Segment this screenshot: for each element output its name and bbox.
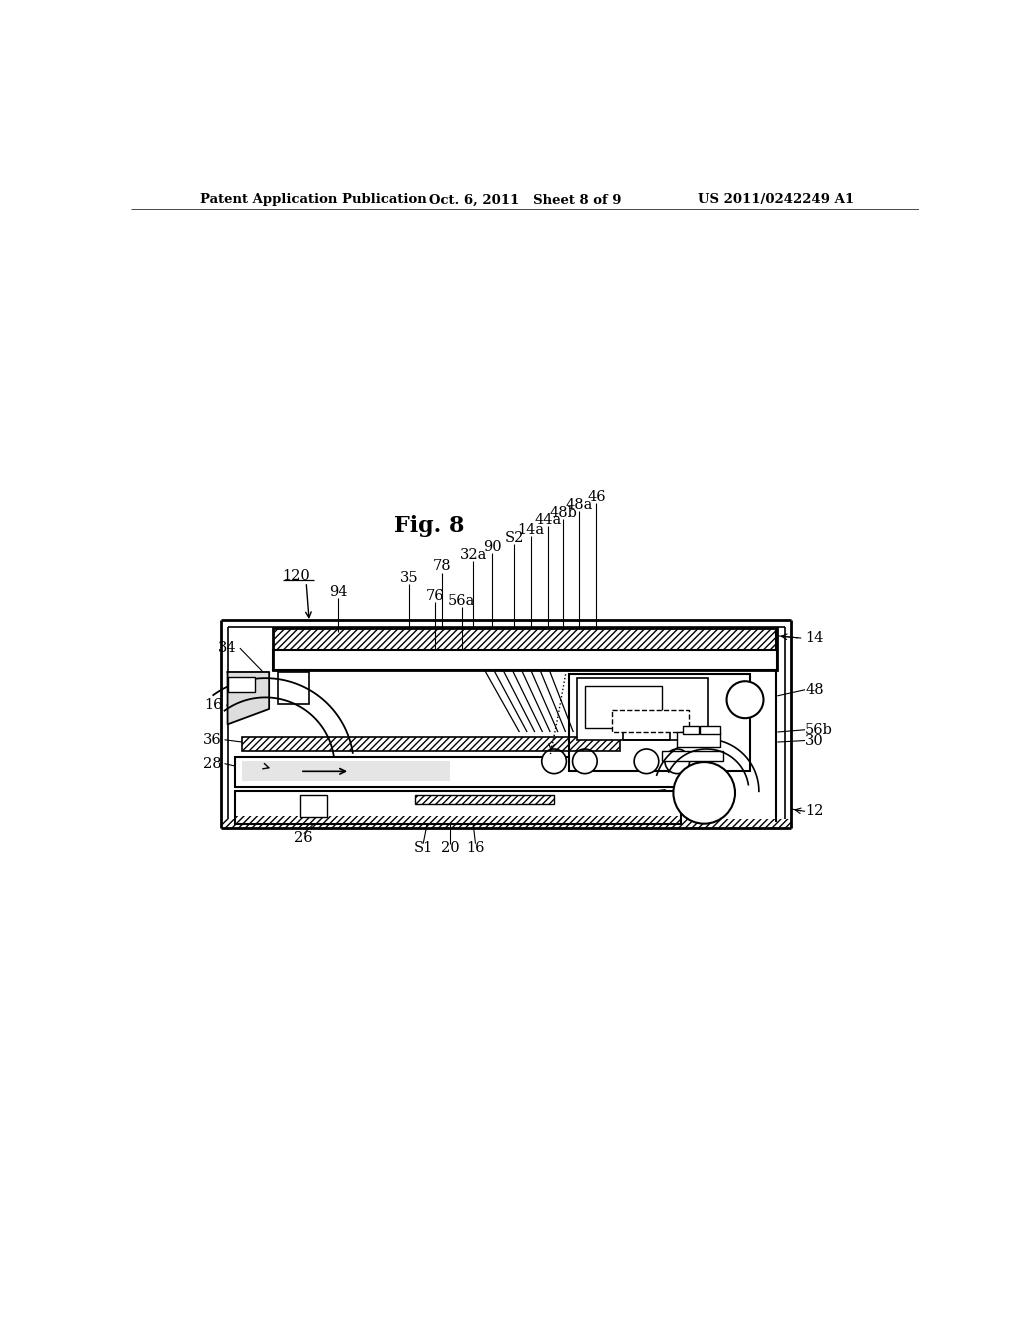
Bar [227,677,255,692]
Bar [273,649,777,671]
Text: 35: 35 [400,572,419,585]
Text: 32a: 32a [460,548,486,562]
Text: 56a: 56a [447,594,475,609]
Bar [700,726,720,734]
Bar [234,816,681,824]
Text: 48a: 48a [565,498,593,512]
Text: 76: 76 [425,589,444,603]
Text: 34: 34 [218,642,237,655]
Bar [662,751,724,760]
Text: 16: 16 [205,698,223,711]
Circle shape [634,748,658,774]
Text: 56b: 56b [805,723,833,737]
Text: 12: 12 [805,804,823,818]
Bar [578,678,708,739]
Bar [569,675,751,771]
Text: 120: 120 [283,569,310,582]
Bar [243,738,620,751]
Text: 14a: 14a [517,523,545,536]
Circle shape [727,681,764,718]
Text: 90: 90 [483,540,502,554]
Circle shape [674,762,735,824]
Text: 14: 14 [805,631,823,645]
Text: 44a: 44a [535,513,561,527]
Text: US 2011/0242249 A1: US 2011/0242249 A1 [698,194,854,206]
Text: 26: 26 [295,830,313,845]
Text: Fig. 8: Fig. 8 [394,516,465,537]
Bar [416,795,554,804]
Circle shape [572,748,597,774]
Bar [234,792,681,824]
Text: 48b: 48b [549,506,578,520]
Polygon shape [227,672,269,725]
Text: 78: 78 [433,560,452,573]
Bar [585,686,662,729]
Text: S2: S2 [505,531,523,545]
Text: 46: 46 [587,490,606,504]
Text: 94: 94 [329,585,348,599]
Text: 16: 16 [466,841,484,854]
Bar [611,710,689,733]
Bar [683,726,698,734]
Text: 30: 30 [805,734,824,747]
Circle shape [542,748,566,774]
Bar [273,628,777,671]
Text: S1: S1 [414,841,433,854]
Circle shape [665,748,689,774]
Bar [234,758,681,787]
Bar [273,628,777,649]
Text: 28: 28 [203,756,221,771]
Text: 20: 20 [440,841,460,854]
Bar [300,795,327,817]
Bar [243,762,451,780]
Bar [279,672,309,705]
Bar [677,733,720,747]
Text: Oct. 6, 2011   Sheet 8 of 9: Oct. 6, 2011 Sheet 8 of 9 [429,194,621,206]
Text: Patent Application Publication: Patent Application Publication [200,194,427,206]
Text: 48: 48 [805,682,823,697]
Text: 36: 36 [203,733,221,747]
Bar [221,818,792,829]
